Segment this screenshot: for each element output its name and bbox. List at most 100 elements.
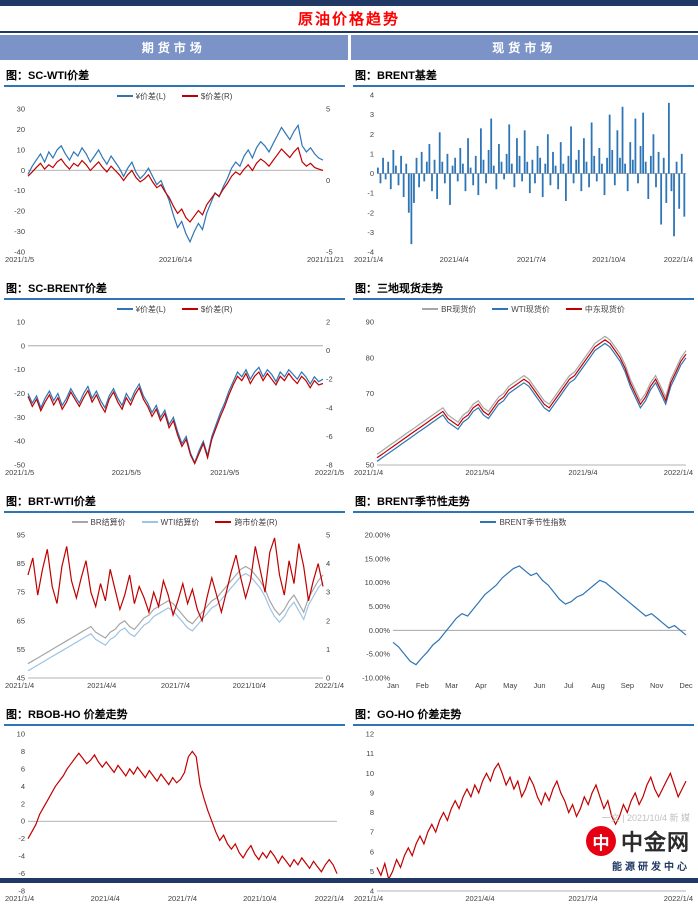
chart-legend: ¥价差(L) $价差(R) (4, 89, 345, 103)
legend-item: WTI现货价 (492, 304, 550, 315)
brand-logo-icon: 中 (586, 826, 616, 856)
svg-text:2021/7/4: 2021/7/4 (168, 894, 197, 903)
svg-text:15.00%: 15.00% (365, 554, 391, 563)
svg-text:0: 0 (326, 176, 330, 185)
svg-text:May: May (503, 681, 517, 690)
svg-text:2021/7/4: 2021/7/4 (568, 894, 597, 903)
svg-text:-2: -2 (326, 375, 333, 384)
chart-legend: BRENT季节性指数 (353, 515, 694, 529)
legend-swatch-icon (566, 308, 582, 310)
svg-text:70: 70 (366, 389, 374, 398)
svg-text:-6: -6 (326, 432, 333, 441)
svg-text:3: 3 (370, 110, 374, 119)
svg-text:4: 4 (370, 91, 374, 100)
svg-text:10: 10 (366, 769, 374, 778)
svg-text:-1: -1 (367, 189, 374, 198)
svg-text:-6: -6 (18, 869, 25, 878)
svg-text:10.00%: 10.00% (365, 578, 391, 587)
svg-text:2021/6/14: 2021/6/14 (159, 255, 192, 264)
svg-text:Feb: Feb (416, 681, 429, 690)
svg-text:5: 5 (326, 105, 330, 114)
legend-item: $价差(R) (182, 91, 233, 102)
chart-title: 图：GO-HO 价差走势 (353, 702, 694, 726)
legend-swatch-icon (215, 521, 231, 523)
svg-text:2: 2 (21, 799, 25, 808)
svg-text:6: 6 (370, 847, 374, 856)
svg-text:55: 55 (17, 645, 25, 654)
svg-text:2021/7/4: 2021/7/4 (517, 255, 546, 264)
bottom-border (0, 878, 698, 883)
svg-text:2021/1/4: 2021/1/4 (354, 468, 383, 477)
svg-text:0: 0 (370, 169, 374, 178)
svg-text:2022/1/4: 2022/1/4 (315, 681, 344, 690)
svg-text:6: 6 (21, 764, 25, 773)
svg-text:2021/9/5: 2021/9/5 (210, 468, 239, 477)
svg-text:Aug: Aug (591, 681, 604, 690)
svg-text:1: 1 (326, 645, 330, 654)
svg-text:0.00%: 0.00% (369, 626, 391, 635)
svg-text:10: 10 (17, 318, 25, 327)
legend-swatch-icon (182, 308, 198, 310)
svg-text:7: 7 (370, 828, 374, 837)
svg-text:2022/1/4: 2022/1/4 (664, 255, 693, 264)
svg-text:12: 12 (366, 730, 374, 739)
svg-text:90: 90 (366, 318, 374, 327)
legend-item: BR现货价 (422, 304, 476, 315)
svg-text:2022/1/4: 2022/1/4 (664, 894, 693, 903)
svg-text:8: 8 (370, 808, 374, 817)
svg-text:-3: -3 (367, 228, 374, 237)
svg-text:0: 0 (326, 346, 330, 355)
chart-title: 图：SC-WTI价差 (4, 63, 345, 87)
svg-text:Jan: Jan (387, 681, 399, 690)
chart-title: 图：BRENT基差 (353, 63, 694, 87)
svg-text:2021/1/4: 2021/1/4 (5, 681, 34, 690)
svg-text:Jun: Jun (533, 681, 545, 690)
svg-text:5.00%: 5.00% (369, 602, 391, 611)
legend-swatch-icon (117, 308, 133, 310)
legend-item: $价差(R) (182, 304, 233, 315)
svg-text:10: 10 (17, 145, 25, 154)
svg-text:2021/4/4: 2021/4/4 (440, 255, 469, 264)
brand-name: 中金网 (621, 825, 690, 857)
legend-item: ¥价差(L) (117, 304, 166, 315)
legend-swatch-icon (480, 521, 496, 523)
svg-text:2021/1/5: 2021/1/5 (5, 255, 34, 264)
svg-text:2021/9/4: 2021/9/4 (568, 468, 597, 477)
page-title: 原油价格趋势 (298, 8, 400, 29)
site-watermark: 一文 | 2021/10/4 新 媒 中 中金网 能源研发中心 (586, 811, 690, 873)
legend-item: ¥价差(L) (117, 91, 166, 102)
svg-text:Nov: Nov (650, 681, 664, 690)
svg-text:-10: -10 (14, 365, 25, 374)
svg-text:0: 0 (21, 341, 25, 350)
legend-item: BRENT季节性指数 (480, 517, 566, 528)
svg-text:20.00%: 20.00% (365, 531, 391, 540)
svg-text:2021/10/4: 2021/10/4 (243, 894, 276, 903)
svg-text:4: 4 (21, 782, 25, 791)
svg-text:2021/1/5: 2021/1/5 (5, 468, 34, 477)
svg-text:2021/10/4: 2021/10/4 (233, 681, 266, 690)
svg-text:Sep: Sep (621, 681, 634, 690)
chart-title: 图：BRT-WTI价差 (4, 489, 345, 513)
legend-item: BR结算价 (72, 517, 126, 528)
svg-text:2021/11/21: 2021/11/21 (307, 255, 344, 264)
svg-text:2021/5/5: 2021/5/5 (112, 468, 141, 477)
svg-text:75: 75 (17, 588, 25, 597)
chart-title: 图：RBOB-HO 价差走势 (4, 702, 345, 726)
svg-text:Apr: Apr (475, 681, 487, 690)
legend-item: 跨市价差(R) (215, 517, 277, 528)
svg-text:20: 20 (17, 125, 25, 134)
svg-text:2021/4/4: 2021/4/4 (87, 681, 116, 690)
svg-text:-4: -4 (18, 852, 25, 861)
svg-text:2: 2 (370, 130, 374, 139)
